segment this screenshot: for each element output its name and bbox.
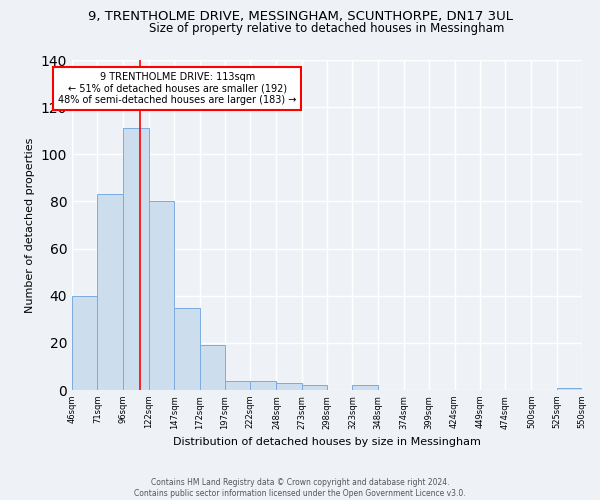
Bar: [352, 386, 377, 390]
Bar: [277, 383, 302, 390]
Text: Contains HM Land Registry data © Crown copyright and database right 2024.
Contai: Contains HM Land Registry data © Crown c…: [134, 478, 466, 498]
Bar: [199, 345, 225, 390]
Bar: [250, 380, 277, 390]
Title: Size of property relative to detached houses in Messingham: Size of property relative to detached ho…: [149, 22, 505, 35]
Bar: [97, 194, 122, 390]
X-axis label: Distribution of detached houses by size in Messingham: Distribution of detached houses by size …: [173, 437, 481, 447]
Bar: [122, 128, 149, 390]
Bar: [72, 296, 97, 390]
Bar: [302, 386, 327, 390]
Bar: [174, 308, 199, 390]
Y-axis label: Number of detached properties: Number of detached properties: [25, 138, 35, 312]
Bar: [557, 388, 582, 390]
Text: 9 TRENTHOLME DRIVE: 113sqm
← 51% of detached houses are smaller (192)
48% of sem: 9 TRENTHOLME DRIVE: 113sqm ← 51% of deta…: [58, 72, 296, 105]
Bar: [149, 202, 174, 390]
Bar: [225, 380, 250, 390]
Text: 9, TRENTHOLME DRIVE, MESSINGHAM, SCUNTHORPE, DN17 3UL: 9, TRENTHOLME DRIVE, MESSINGHAM, SCUNTHO…: [88, 10, 512, 23]
